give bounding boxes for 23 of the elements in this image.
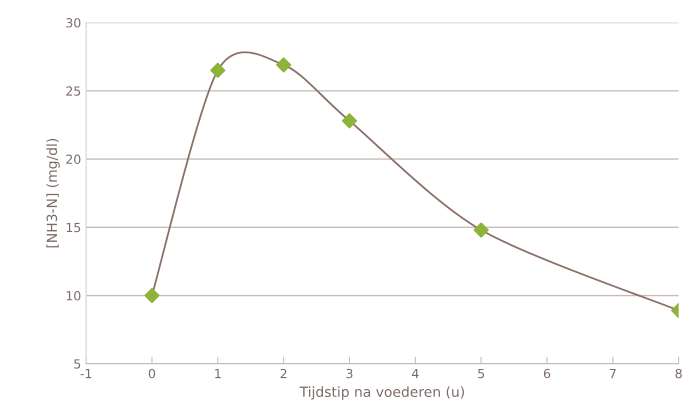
y-tick-label: 20 <box>66 154 80 164</box>
x-tick-label: 4 <box>412 368 419 378</box>
point <box>276 57 292 73</box>
point <box>210 62 226 78</box>
y-tick-label: 10 <box>66 290 80 300</box>
x-tick-label: 3 <box>346 368 352 378</box>
x-tick-label: -1 <box>80 368 92 378</box>
y-axis-title: [NH3-N] (mg/dl) <box>46 138 60 248</box>
point <box>144 288 160 304</box>
x-tick-label: 8 <box>676 368 682 378</box>
point <box>342 113 358 128</box>
x-tick-label: 1 <box>215 368 221 378</box>
x-tick-label: 0 <box>148 368 156 378</box>
y-tick-label: 30 <box>66 18 80 28</box>
y-tick-label: 5 <box>74 359 80 369</box>
y-tick-label: 25 <box>66 86 80 96</box>
x-tick-label: 2 <box>280 368 286 378</box>
x-tick-label: 5 <box>478 368 484 378</box>
y-tick-label: 15 <box>66 222 80 232</box>
x-axis-title: Tijdstip na voederen (u) <box>300 386 464 400</box>
x-tick-label: 7 <box>610 368 616 378</box>
x-tick-label: 6 <box>544 368 550 378</box>
point <box>474 222 489 238</box>
